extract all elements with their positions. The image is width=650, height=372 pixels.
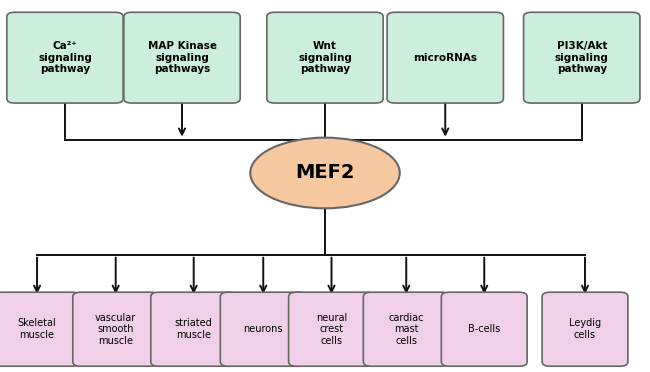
Text: Leydig
cells: Leydig cells <box>569 318 601 340</box>
FancyBboxPatch shape <box>524 12 640 103</box>
FancyBboxPatch shape <box>7 12 124 103</box>
Text: Wnt
signaling
pathway: Wnt signaling pathway <box>298 41 352 74</box>
FancyBboxPatch shape <box>289 292 374 366</box>
Text: B-cells: B-cells <box>468 324 500 334</box>
Text: Skeletal
muscle: Skeletal muscle <box>18 318 57 340</box>
FancyBboxPatch shape <box>151 292 237 366</box>
FancyBboxPatch shape <box>0 292 80 366</box>
Text: MEF2: MEF2 <box>295 163 355 183</box>
FancyBboxPatch shape <box>542 292 628 366</box>
Text: neural
crest
cells: neural crest cells <box>316 312 347 346</box>
FancyBboxPatch shape <box>441 292 527 366</box>
Text: neurons: neurons <box>244 324 283 334</box>
FancyBboxPatch shape <box>266 12 383 103</box>
Text: microRNAs: microRNAs <box>413 53 477 62</box>
Text: cardiac
mast
cells: cardiac mast cells <box>389 312 424 346</box>
FancyBboxPatch shape <box>73 292 159 366</box>
FancyBboxPatch shape <box>363 292 449 366</box>
Text: Ca²⁺
signaling
pathway: Ca²⁺ signaling pathway <box>38 41 92 74</box>
FancyBboxPatch shape <box>124 12 240 103</box>
FancyBboxPatch shape <box>220 292 306 366</box>
Text: PI3K/Akt
signaling
pathway: PI3K/Akt signaling pathway <box>555 41 608 74</box>
Text: MAP Kinase
signaling
pathways: MAP Kinase signaling pathways <box>148 41 216 74</box>
Ellipse shape <box>250 138 400 208</box>
FancyBboxPatch shape <box>387 12 503 103</box>
Text: striated
muscle: striated muscle <box>175 318 213 340</box>
Text: vascular
smooth
muscle: vascular smooth muscle <box>95 312 136 346</box>
